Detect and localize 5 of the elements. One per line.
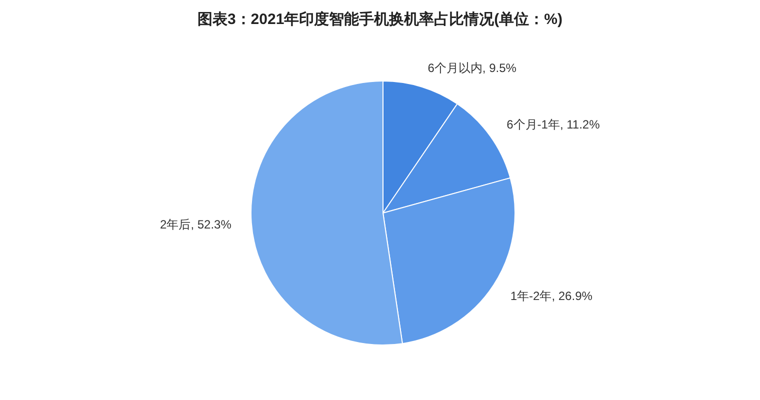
chart-title: 图表3：2021年印度智能手机换机率占比情况(单位：%)	[197, 10, 563, 28]
slice-label: 6个月以内, 9.5%	[428, 60, 517, 75]
slice-label: 6个月-1年, 11.2%	[506, 118, 600, 132]
slice-label: 1年-2年, 26.9%	[510, 289, 593, 304]
slice-label: 2年后, 52.3%	[160, 217, 232, 232]
